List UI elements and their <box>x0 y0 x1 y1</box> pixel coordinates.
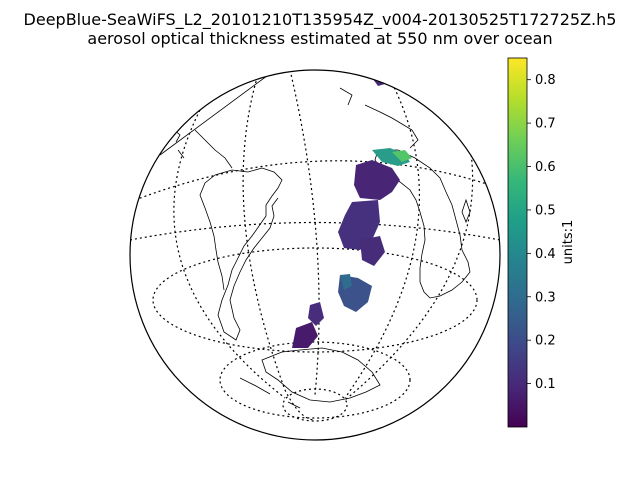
figure-title-line-2: aerosol optical thickness estimated at 5… <box>87 29 553 48</box>
colorbar-tick-label: 0.8 <box>535 73 556 88</box>
colorbar: 0.1 0.2 0.3 0.4 0.5 0.6 0.7 0.8 units:1 <box>507 57 576 428</box>
map-boundary-line <box>159 70 276 156</box>
colorbar-tick-label: 0.4 <box>535 247 556 262</box>
meridian-line <box>173 109 286 399</box>
coastline-antarctic-islands <box>239 377 301 409</box>
globe-map <box>129 69 501 441</box>
meridian-line <box>344 70 420 399</box>
parallel-line <box>152 247 478 353</box>
coastline-island-east <box>461 198 471 224</box>
colorbar-tick-label: 0.2 <box>535 334 556 349</box>
aod-patch <box>338 200 380 250</box>
colorbar-tick-label: 0.6 <box>535 160 556 175</box>
colorbar-gradient <box>507 57 528 428</box>
colorbar-label: units:1 <box>561 220 576 265</box>
aod-patch-peak <box>392 150 412 162</box>
colorbar-ticks: 0.1 0.2 0.3 0.4 0.5 0.6 0.7 0.8 <box>527 73 556 392</box>
globe-background <box>130 70 500 440</box>
coastline-africa <box>374 149 471 299</box>
aod-patch <box>354 160 400 200</box>
parallel-line <box>134 160 491 201</box>
meridian-line <box>242 70 316 421</box>
figure-title-line-1: DeepBlue-SeaWiFS_L2_20101210T135954Z_v00… <box>23 10 617 29</box>
aod-patch <box>360 236 385 266</box>
aod-patch <box>292 322 318 348</box>
colorbar-tick-label: 0.1 <box>535 377 556 392</box>
colorbar-tick-label: 0.7 <box>535 117 556 132</box>
globe-outline <box>129 69 501 441</box>
meridian-line <box>289 70 320 396</box>
aod-patch-mid <box>340 274 352 290</box>
coastline-south-america-west <box>199 174 225 291</box>
parallel-line <box>219 341 411 419</box>
coastline-central-america <box>194 129 233 169</box>
aod-patch <box>308 302 324 326</box>
colorbar-tick-label: 0.3 <box>535 290 556 305</box>
coastline-antarctica <box>261 347 381 403</box>
colorbar-tick-label: 0.5 <box>535 203 556 218</box>
coastline-south-america <box>214 167 283 341</box>
parallel-line <box>130 221 500 241</box>
